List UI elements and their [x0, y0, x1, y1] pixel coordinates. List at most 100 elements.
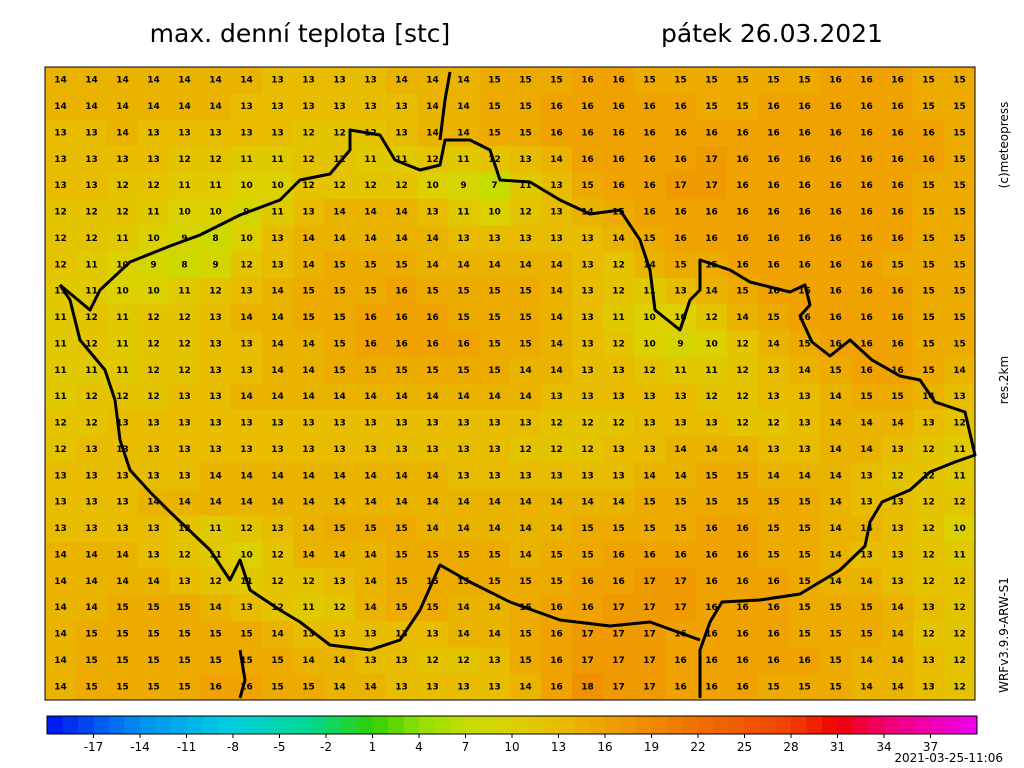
temperature-value: 14 — [333, 682, 346, 692]
temperature-cell — [262, 541, 294, 569]
temperature-value: 13 — [581, 287, 594, 297]
temperature-cell — [262, 489, 294, 516]
temperature-value: 14 — [364, 603, 377, 613]
temperature-cell — [45, 409, 77, 437]
temperature-cell — [820, 515, 852, 543]
temperature-value: 13 — [209, 313, 222, 323]
temperature-value: 16 — [736, 260, 749, 270]
temperature-cell — [851, 594, 883, 622]
temperature-value: 14 — [550, 498, 563, 508]
temperature-value: 11 — [54, 313, 67, 323]
temperature-cell — [944, 172, 976, 200]
temperature-value: 13 — [891, 524, 904, 534]
temperature-cell — [107, 594, 139, 622]
temperature-cell — [448, 198, 480, 226]
temperature-cell — [231, 67, 263, 94]
temperature-cell — [386, 304, 418, 332]
temperature-cell — [541, 357, 573, 384]
temperature-value: 12 — [147, 181, 160, 191]
temperature-cell — [572, 462, 604, 490]
temperature-cell — [696, 409, 728, 437]
temperature-value: 13 — [364, 445, 377, 455]
temperature-value: 13 — [705, 419, 718, 429]
colorbar-swatch — [605, 716, 621, 734]
temperature-value: 16 — [798, 181, 811, 191]
temperature-value: 13 — [364, 102, 377, 112]
temperature-cell — [882, 515, 914, 543]
temperature-value: 16 — [767, 603, 780, 613]
temperature-cell — [727, 620, 759, 648]
temperature-cell — [448, 251, 480, 279]
temperature-value: 14 — [302, 471, 315, 481]
temperature-value: 15 — [829, 630, 842, 640]
temperature-cell — [727, 489, 759, 516]
temperature-cell — [386, 594, 418, 622]
temperature-cell — [789, 383, 821, 411]
temperature-cell — [138, 594, 170, 622]
temperature-cell — [789, 67, 821, 94]
temperature-cell — [789, 515, 821, 543]
temperature-cell — [944, 647, 976, 675]
timestamp: 2021-03-25-11:06 — [894, 751, 1003, 765]
temperature-value: 14 — [209, 603, 222, 613]
temperature-cell — [510, 304, 542, 332]
temperature-cell — [107, 146, 139, 173]
temperature-cell — [882, 225, 914, 253]
temperature-value: 16 — [829, 287, 842, 297]
temperature-value: 13 — [395, 630, 408, 640]
temperature-value: 12 — [736, 392, 749, 402]
temperature-cell — [820, 172, 852, 200]
temperature-value: 16 — [736, 630, 749, 640]
temperature-value: 10 — [240, 550, 253, 560]
temperature-cell — [448, 383, 480, 411]
temperature-cell — [417, 489, 449, 516]
temperature-cell — [386, 251, 418, 279]
temperature-cell — [727, 93, 759, 121]
temperature-cell — [45, 330, 77, 358]
temperature-cell — [944, 93, 976, 121]
temperature-value: 15 — [519, 102, 532, 112]
temperature-cell — [262, 647, 294, 675]
temperature-value: 13 — [302, 102, 315, 112]
temperature-value: 14 — [333, 234, 346, 244]
temperature-cell — [386, 541, 418, 569]
temperature-value: 14 — [860, 524, 873, 534]
temperature-value: 17 — [581, 656, 594, 666]
temperature-value: 14 — [116, 550, 129, 560]
temperature-cell — [572, 647, 604, 675]
temperature-value: 16 — [395, 339, 408, 349]
temperature-value: 11 — [54, 366, 67, 376]
temperature-value: 11 — [54, 392, 67, 402]
temperature-value: 15 — [364, 260, 377, 270]
temperature-value: 15 — [519, 630, 532, 640]
temperature-cell — [820, 357, 852, 384]
temperature-cell — [851, 436, 883, 464]
temperature-cell — [479, 383, 511, 411]
temperature-value: 16 — [364, 313, 377, 323]
temperature-cell — [696, 383, 728, 411]
temperature-value: 14 — [736, 445, 749, 455]
temperature-cell — [541, 251, 573, 279]
temperature-value: 14 — [240, 76, 253, 86]
temperature-value: 15 — [426, 287, 439, 297]
temperature-cell — [76, 594, 108, 622]
temperature-cell — [603, 251, 635, 279]
temperature-value: 13 — [271, 419, 284, 429]
temperature-value: 13 — [953, 392, 966, 402]
colorbar-swatch — [775, 716, 792, 734]
colorbar: -17 -14 -11 -8 -5 -2 1 4 7 10 13 16 19 22 25 28 31 34 37 — [46, 715, 978, 754]
temperature-value: 16 — [798, 155, 811, 165]
temperature-value: 13 — [581, 313, 594, 323]
temperature-value: 10 — [271, 181, 284, 191]
temperature-cell — [169, 172, 201, 200]
temperature-value: 14 — [860, 445, 873, 455]
temperature-cell — [882, 357, 914, 384]
temperature-value: 16 — [736, 524, 749, 534]
temperature-cell — [665, 594, 697, 622]
temperature-grid: 14 14 14 14 14 14 14 13 13 13 13 14 14 14 15 15 15 16 16 15… — [45, 67, 976, 701]
temperature-cell — [758, 541, 790, 569]
temperature-value: 14 — [519, 392, 532, 402]
temperature-cell — [386, 647, 418, 675]
temperature-value: 14 — [85, 102, 98, 112]
